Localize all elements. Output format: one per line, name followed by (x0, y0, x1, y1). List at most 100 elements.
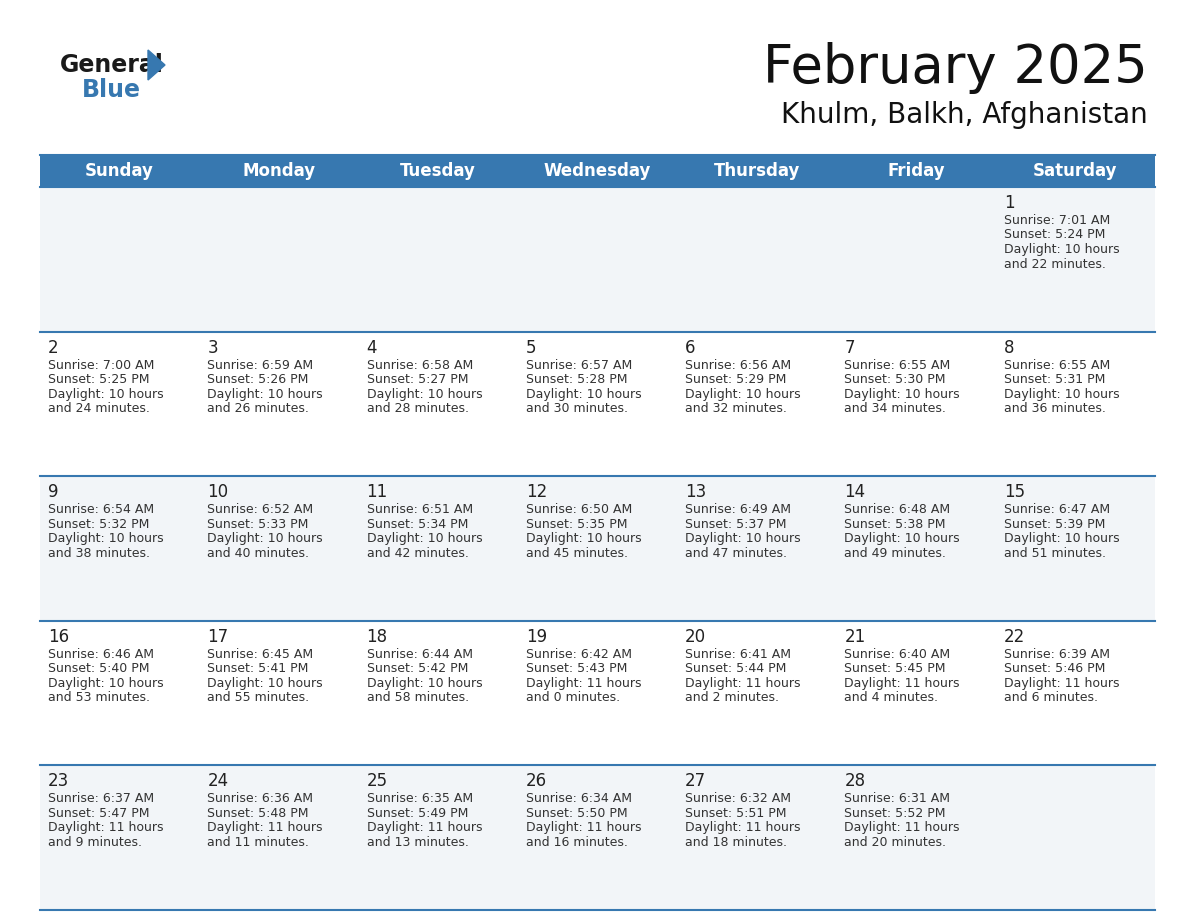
Text: Sunrise: 6:37 AM: Sunrise: 6:37 AM (48, 792, 154, 805)
Text: Daylight: 10 hours: Daylight: 10 hours (526, 532, 642, 545)
Bar (677, 155, 836, 187)
Text: Daylight: 10 hours: Daylight: 10 hours (48, 387, 164, 400)
Text: Sunset: 5:34 PM: Sunset: 5:34 PM (367, 518, 468, 531)
Text: and 16 minutes.: and 16 minutes. (526, 836, 627, 849)
Text: 10: 10 (207, 483, 228, 501)
Text: General: General (61, 53, 164, 77)
Bar (359, 155, 518, 187)
Text: Sunrise: 6:44 AM: Sunrise: 6:44 AM (367, 648, 473, 661)
Text: Sunrise: 6:46 AM: Sunrise: 6:46 AM (48, 648, 154, 661)
Text: Khulm, Balkh, Afghanistan: Khulm, Balkh, Afghanistan (782, 101, 1148, 129)
Text: and 13 minutes.: and 13 minutes. (367, 836, 468, 849)
Text: Daylight: 11 hours: Daylight: 11 hours (526, 822, 642, 834)
Text: Daylight: 10 hours: Daylight: 10 hours (845, 532, 960, 545)
Text: Sunset: 5:37 PM: Sunset: 5:37 PM (685, 518, 786, 531)
Text: Sunrise: 6:45 AM: Sunrise: 6:45 AM (207, 648, 314, 661)
Bar (40, 155, 200, 187)
Text: 28: 28 (845, 772, 866, 790)
Text: Sunrise: 6:54 AM: Sunrise: 6:54 AM (48, 503, 154, 516)
Text: 17: 17 (207, 628, 228, 645)
Text: and 32 minutes.: and 32 minutes. (685, 402, 786, 415)
Text: Sunset: 5:33 PM: Sunset: 5:33 PM (207, 518, 309, 531)
Text: 18: 18 (367, 628, 387, 645)
Text: Sunset: 5:31 PM: Sunset: 5:31 PM (1004, 373, 1105, 386)
Text: Sunset: 5:42 PM: Sunset: 5:42 PM (367, 662, 468, 676)
Text: Sunrise: 6:35 AM: Sunrise: 6:35 AM (367, 792, 473, 805)
Text: Sunset: 5:26 PM: Sunset: 5:26 PM (207, 373, 309, 386)
Text: Sunset: 5:32 PM: Sunset: 5:32 PM (48, 518, 150, 531)
Text: Sunset: 5:46 PM: Sunset: 5:46 PM (1004, 662, 1105, 676)
Text: Sunrise: 7:01 AM: Sunrise: 7:01 AM (1004, 214, 1110, 227)
Text: Daylight: 11 hours: Daylight: 11 hours (367, 822, 482, 834)
Text: 4: 4 (367, 339, 377, 356)
Text: Sunset: 5:43 PM: Sunset: 5:43 PM (526, 662, 627, 676)
Text: Sunrise: 6:55 AM: Sunrise: 6:55 AM (1004, 359, 1110, 372)
Text: and 47 minutes.: and 47 minutes. (685, 547, 788, 560)
Text: 25: 25 (367, 772, 387, 790)
Text: Saturday: Saturday (1034, 162, 1118, 180)
Text: Sunset: 5:47 PM: Sunset: 5:47 PM (48, 807, 150, 820)
Text: 19: 19 (526, 628, 546, 645)
Text: Daylight: 11 hours: Daylight: 11 hours (845, 822, 960, 834)
Text: and 18 minutes.: and 18 minutes. (685, 836, 788, 849)
Text: February 2025: February 2025 (763, 42, 1148, 94)
Text: Sunset: 5:49 PM: Sunset: 5:49 PM (367, 807, 468, 820)
Text: and 49 minutes.: and 49 minutes. (845, 547, 947, 560)
Text: and 6 minutes.: and 6 minutes. (1004, 691, 1098, 704)
Text: Sunset: 5:38 PM: Sunset: 5:38 PM (845, 518, 946, 531)
Text: 14: 14 (845, 483, 866, 501)
Text: Sunrise: 6:51 AM: Sunrise: 6:51 AM (367, 503, 473, 516)
Text: Sunrise: 6:34 AM: Sunrise: 6:34 AM (526, 792, 632, 805)
Text: 21: 21 (845, 628, 866, 645)
Bar (836, 155, 996, 187)
Text: Daylight: 10 hours: Daylight: 10 hours (48, 677, 164, 689)
Text: 5: 5 (526, 339, 536, 356)
Text: 3: 3 (207, 339, 217, 356)
Bar (40, 766, 1155, 910)
Text: Daylight: 10 hours: Daylight: 10 hours (367, 532, 482, 545)
Text: Sunrise: 6:58 AM: Sunrise: 6:58 AM (367, 359, 473, 372)
Text: Daylight: 10 hours: Daylight: 10 hours (207, 387, 323, 400)
Text: and 28 minutes.: and 28 minutes. (367, 402, 468, 415)
Text: 23: 23 (48, 772, 69, 790)
Text: 15: 15 (1004, 483, 1025, 501)
Text: Sunset: 5:29 PM: Sunset: 5:29 PM (685, 373, 786, 386)
Text: Daylight: 11 hours: Daylight: 11 hours (526, 677, 642, 689)
Text: Daylight: 11 hours: Daylight: 11 hours (207, 822, 323, 834)
Text: Daylight: 10 hours: Daylight: 10 hours (1004, 387, 1119, 400)
Text: and 58 minutes.: and 58 minutes. (367, 691, 469, 704)
Text: Daylight: 10 hours: Daylight: 10 hours (685, 532, 801, 545)
Text: Sunrise: 6:49 AM: Sunrise: 6:49 AM (685, 503, 791, 516)
Text: Daylight: 11 hours: Daylight: 11 hours (48, 822, 164, 834)
Text: Daylight: 10 hours: Daylight: 10 hours (207, 532, 323, 545)
Text: and 38 minutes.: and 38 minutes. (48, 547, 150, 560)
Text: Sunset: 5:51 PM: Sunset: 5:51 PM (685, 807, 786, 820)
Text: Daylight: 11 hours: Daylight: 11 hours (685, 677, 801, 689)
Text: Daylight: 10 hours: Daylight: 10 hours (367, 677, 482, 689)
Text: Daylight: 11 hours: Daylight: 11 hours (845, 677, 960, 689)
Text: Sunset: 5:41 PM: Sunset: 5:41 PM (207, 662, 309, 676)
Text: Sunrise: 6:50 AM: Sunrise: 6:50 AM (526, 503, 632, 516)
Text: Daylight: 10 hours: Daylight: 10 hours (845, 387, 960, 400)
Text: Sunrise: 6:57 AM: Sunrise: 6:57 AM (526, 359, 632, 372)
Text: Tuesday: Tuesday (400, 162, 476, 180)
Text: Sunday: Sunday (86, 162, 154, 180)
Text: Sunrise: 7:00 AM: Sunrise: 7:00 AM (48, 359, 154, 372)
Text: Sunrise: 6:48 AM: Sunrise: 6:48 AM (845, 503, 950, 516)
Text: Daylight: 10 hours: Daylight: 10 hours (526, 387, 642, 400)
Bar (40, 187, 1155, 331)
Text: Daylight: 10 hours: Daylight: 10 hours (1004, 243, 1119, 256)
Text: 11: 11 (367, 483, 387, 501)
Text: Daylight: 10 hours: Daylight: 10 hours (367, 387, 482, 400)
Text: Daylight: 11 hours: Daylight: 11 hours (1004, 677, 1119, 689)
Text: Sunrise: 6:32 AM: Sunrise: 6:32 AM (685, 792, 791, 805)
Text: Sunset: 5:24 PM: Sunset: 5:24 PM (1004, 229, 1105, 241)
Bar (200, 155, 359, 187)
Text: and 34 minutes.: and 34 minutes. (845, 402, 947, 415)
Text: Sunrise: 6:56 AM: Sunrise: 6:56 AM (685, 359, 791, 372)
Text: Sunset: 5:27 PM: Sunset: 5:27 PM (367, 373, 468, 386)
Text: and 24 minutes.: and 24 minutes. (48, 402, 150, 415)
Text: Sunrise: 6:59 AM: Sunrise: 6:59 AM (207, 359, 314, 372)
Text: 16: 16 (48, 628, 69, 645)
Text: 24: 24 (207, 772, 228, 790)
